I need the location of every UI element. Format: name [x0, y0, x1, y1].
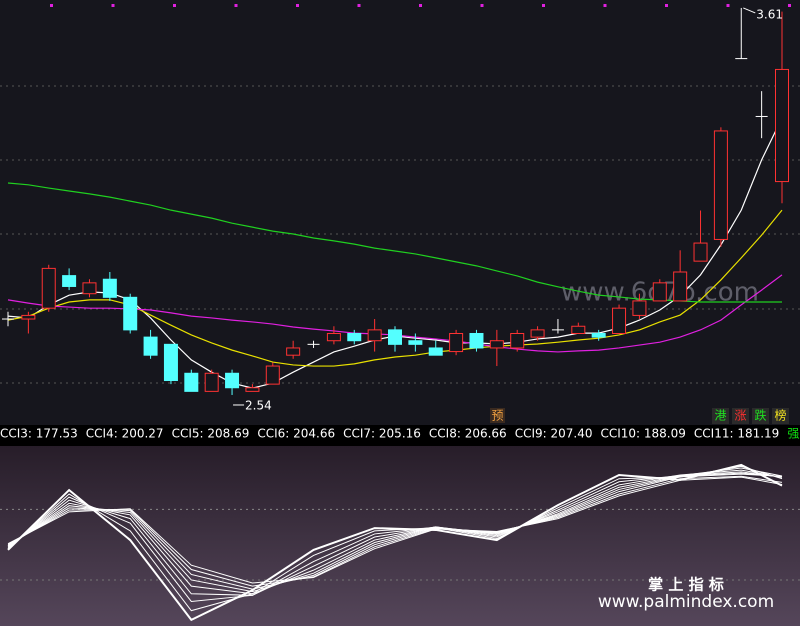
candle-body [204, 372, 219, 392]
candle-body [612, 307, 627, 334]
candle-body [143, 336, 158, 356]
toolbar-button[interactable]: 港 [714, 409, 726, 423]
candle-body [41, 267, 56, 309]
legend-entry: 强势区: 100.00 [787, 427, 800, 441]
candle-body [693, 242, 708, 262]
candle-body [388, 329, 402, 345]
candle-body [428, 347, 443, 356]
candle-body [82, 282, 97, 295]
marker-dot [111, 4, 115, 7]
legend-entry: CCI7: 205.16 [343, 427, 421, 441]
legend-entry: CCI10: 188.09 [600, 427, 685, 441]
toolbar-button-bg[interactable] [712, 408, 729, 424]
annotation: 预 [491, 409, 503, 423]
legend-entry: CCI3: 177.53 [0, 427, 78, 441]
candle-body [673, 271, 688, 302]
marker-dot [173, 4, 176, 7]
candle-body [408, 340, 423, 345]
arrow [743, 7, 756, 14]
toolbar-button[interactable]: 跌 [754, 408, 766, 423]
legend-entry: CCI4: 200.27 [86, 427, 164, 441]
marker-dot [50, 4, 53, 7]
candle-body [102, 278, 117, 298]
candle-body [652, 282, 667, 302]
marker-dot [357, 4, 361, 7]
toolbar-button[interactable]: 涨 [734, 408, 746, 423]
marker-dot [296, 4, 299, 7]
candle-body [286, 347, 301, 356]
legend-strip [0, 425, 800, 446]
candle-body [163, 343, 178, 382]
candle-body [326, 332, 341, 342]
marker-dot [603, 4, 607, 7]
candle-body [713, 130, 728, 240]
candle-body [571, 325, 586, 334]
candle-body [225, 372, 240, 389]
toolbar-button-bg[interactable] [732, 408, 749, 424]
candle-body [775, 68, 789, 183]
candle-body [123, 296, 138, 331]
marker-dot [234, 4, 238, 7]
candle-body [245, 387, 260, 392]
annotation-box [490, 408, 505, 423]
candle-body [489, 340, 504, 349]
legend-entry: CCI6: 204.66 [257, 427, 335, 441]
legend-entry: CCI8: 206.66 [429, 427, 507, 441]
marker-dot [542, 4, 545, 7]
candle-body [184, 372, 199, 392]
indicator-line [7, 472, 783, 593]
low-label: 2.54 [245, 398, 272, 412]
indicator-line [7, 469, 783, 596]
candle-body [510, 332, 525, 349]
candle-body [62, 275, 77, 287]
marker-dot [788, 4, 791, 7]
indicator-line [7, 473, 783, 590]
indicator-line [7, 471, 783, 595]
candle-body [265, 365, 280, 385]
candle-body [347, 332, 362, 342]
candle-body [367, 329, 382, 342]
candle-body [449, 332, 464, 353]
price-panel [0, 0, 800, 425]
toolbar-button[interactable]: 榜 [774, 408, 786, 423]
candle-body [632, 300, 647, 316]
candle-body [591, 332, 606, 338]
toolbar-button-bg[interactable] [772, 408, 789, 424]
candle-body [21, 314, 36, 320]
indicator-line [7, 476, 783, 584]
legend-entry: CCI11: 181.19 [694, 427, 779, 441]
toolbar-button-bg[interactable] [752, 408, 769, 424]
legend-entry: CCI5: 208.69 [172, 427, 250, 441]
marker-dot [726, 4, 730, 7]
marker-dot [419, 4, 422, 7]
marker-dot [480, 4, 484, 7]
high-label: 3.61 [756, 7, 783, 21]
indicator-line [7, 475, 783, 587]
legend-entry: CCI9: 207.40 [515, 427, 593, 441]
marker-dot [665, 4, 668, 7]
watermark: www.palmindex.com [598, 592, 774, 612]
candle-body [530, 329, 545, 338]
watermark: 掌 上 指 标 [648, 576, 724, 594]
candle-body [469, 332, 484, 349]
